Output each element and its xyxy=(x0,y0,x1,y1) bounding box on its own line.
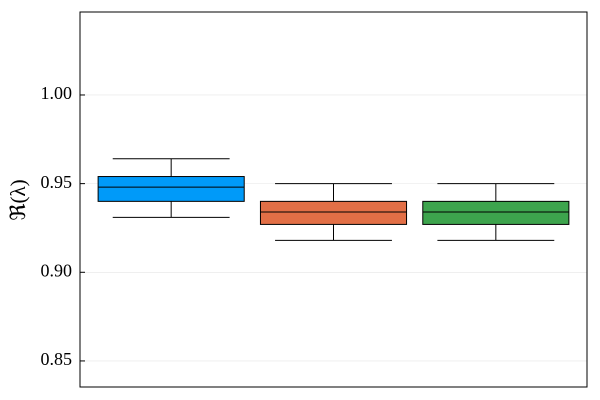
y-axis-label: ℜ(λ) xyxy=(6,179,30,220)
box xyxy=(259,200,408,225)
box xyxy=(97,176,245,202)
plot-frame xyxy=(79,11,588,388)
y-tick-label: 0.85 xyxy=(41,349,73,369)
y-tick-label: 1.00 xyxy=(41,83,73,103)
box xyxy=(422,200,570,225)
y-tick-label: 0.90 xyxy=(41,260,73,280)
y-tick-label: 0.95 xyxy=(41,172,73,192)
